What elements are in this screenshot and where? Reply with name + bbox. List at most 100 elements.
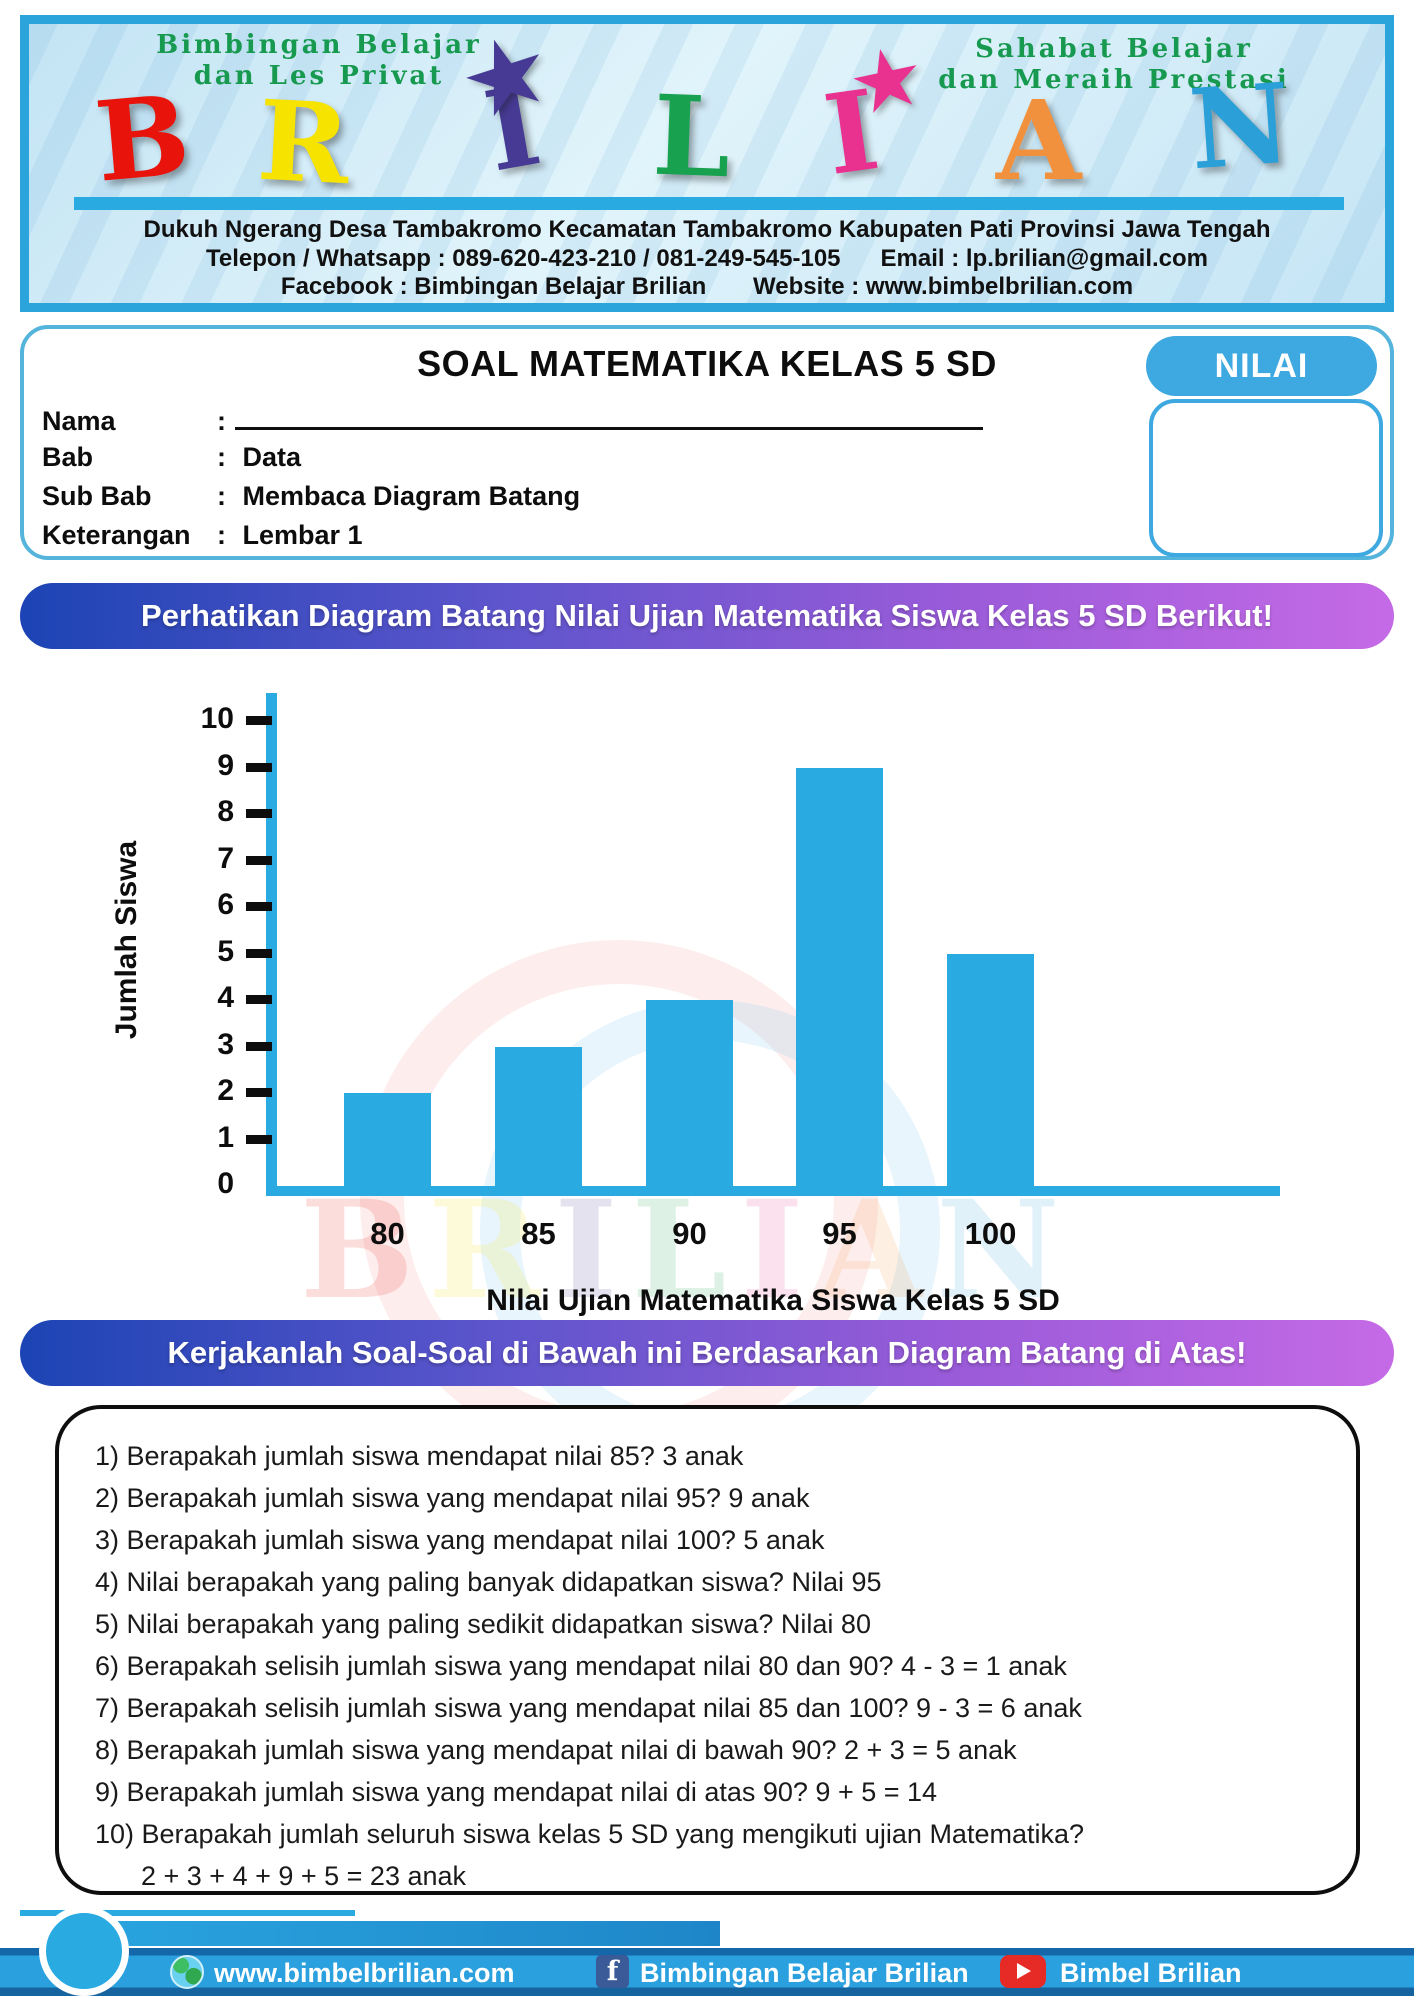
tagline-right: Sahabat Belajar dan Meraih Prestasi bbox=[919, 34, 1309, 96]
x-tick-label: 100 bbox=[964, 1216, 1017, 1251]
watermark-letter: I bbox=[554, 1170, 632, 1329]
info-field-row-sub-bab: Sub Bab: Membaca Diagram Batang bbox=[42, 481, 983, 514]
footer-youtube-text: Bimbel Brilian bbox=[1060, 1958, 1242, 1988]
address-line: Dukuh Ngerang Desa Tambakromo Kecamatan … bbox=[143, 216, 1271, 243]
watermark-letter: A bbox=[817, 1170, 937, 1329]
y-tick-label: 7 bbox=[217, 841, 234, 875]
footer-facebook-text: Bimbingan Belajar Brilian bbox=[640, 1958, 969, 1988]
field-colon: : bbox=[217, 481, 226, 511]
y-tick-label: 2 bbox=[217, 1074, 234, 1107]
logo-letter-l-3: L bbox=[650, 70, 733, 203]
footer-accent-line bbox=[20, 1910, 355, 1916]
y-tick-mark bbox=[246, 1134, 272, 1144]
question-line-10: 10) Berapakah jumlah seluruh siswa kelas… bbox=[95, 1819, 1085, 1849]
y-tick-mark bbox=[246, 1088, 272, 1097]
globe-icon bbox=[170, 1955, 204, 1989]
x-tick-label: 95 bbox=[822, 1216, 857, 1251]
watermark-letter: R bbox=[428, 1170, 555, 1329]
x-tick-label: 80 bbox=[370, 1216, 405, 1251]
logo-letter-a-5: A bbox=[996, 76, 1082, 205]
nilai-label: NILAI bbox=[1146, 336, 1377, 396]
facebook-icon bbox=[596, 1955, 629, 1988]
question-line-3: 3) Berapakah jumlah siswa yang mendapat … bbox=[95, 1525, 825, 1555]
question-line-5: 5) Nilai berapakah yang paling sedikit d… bbox=[95, 1609, 871, 1639]
nilai-score-box bbox=[1149, 399, 1383, 557]
logo-letter-b-0: B bbox=[90, 70, 195, 207]
chart-bar-90 bbox=[646, 1000, 733, 1186]
chart-bar-95 bbox=[796, 767, 883, 1186]
tagline-left: Bimbingan Belajar dan Les Privat bbox=[139, 30, 499, 92]
footer-circle bbox=[39, 1906, 129, 1996]
youtube-icon bbox=[1000, 1955, 1046, 1988]
field-colon: : bbox=[217, 442, 226, 472]
chart-bar-85 bbox=[495, 1046, 582, 1186]
x-axis-title: Nilai Ujian Matematika Siswa Kelas 5 SD bbox=[486, 1284, 1060, 1317]
question-line-6: 6) Berapakah selisih jumlah siswa yang m… bbox=[95, 1651, 1067, 1681]
y-tick-mark bbox=[246, 995, 272, 1004]
header: Bimbingan Belajar dan Les Privat Sahabat… bbox=[20, 6, 1394, 312]
question-line-1: 1) Berapakah jumlah siswa mendapat nilai… bbox=[95, 1441, 744, 1471]
field-value: Lembar 1 bbox=[235, 520, 363, 550]
info-field-row-bab: Bab: Data bbox=[42, 442, 983, 475]
info-fields: Nama: Bab: Data Sub Bab: Membaca Diagram B… bbox=[42, 403, 983, 559]
social-line: Facebook : Bimbingan Belajar Brilian Web… bbox=[280, 273, 1134, 300]
y-tick-mark bbox=[246, 948, 272, 958]
chart-instruction-banner: Perhatikan Diagram Batang Nilai Ujian Ma… bbox=[20, 583, 1394, 649]
field-label: Bab bbox=[42, 442, 94, 472]
y-tick-mark bbox=[246, 809, 272, 818]
y-axis-title: Jumlah Siswa bbox=[110, 840, 143, 1040]
field-label: Keterangan bbox=[42, 520, 191, 550]
y-tick-label: 8 bbox=[217, 795, 234, 828]
y-tick-mark bbox=[246, 1041, 272, 1051]
tagline-right-line1: Sahabat Belajar bbox=[975, 34, 1253, 64]
y-tick-label: 1 bbox=[217, 1120, 234, 1154]
y-tick-label: 4 bbox=[217, 981, 234, 1014]
field-label: Nama bbox=[42, 406, 116, 436]
questions-box: 1) Berapakah jumlah siswa mendapat nilai… bbox=[55, 1405, 1360, 1895]
tagline-right-line2: dan Meraih Prestasi bbox=[938, 65, 1290, 95]
question-line-4: 4) Nilai berapakah yang paling banyak di… bbox=[95, 1567, 882, 1597]
chart-bar-100 bbox=[947, 953, 1034, 1186]
field-colon: : bbox=[217, 406, 226, 436]
header-divider bbox=[74, 197, 1344, 210]
y-tick-label: 5 bbox=[217, 934, 234, 968]
footer-accent-bar bbox=[55, 1921, 720, 1946]
question-line-7: 7) Berapakah selisih jumlah siswa yang m… bbox=[95, 1693, 1082, 1723]
y-tick-label: 3 bbox=[217, 1027, 234, 1061]
y-tick-label: 6 bbox=[217, 888, 234, 921]
y-tick-label: 10 bbox=[200, 702, 234, 735]
info-field-row-keterangan: Keterangan: Lembar 1 bbox=[42, 520, 983, 553]
footer-website-text: www.bimbelbrilian.com bbox=[214, 1958, 515, 1988]
questions-instruction-banner: Kerjakanlah Soal-Soal di Bawah ini Berda… bbox=[20, 1320, 1394, 1386]
logo-letter-n-6: N bbox=[1185, 58, 1295, 195]
tagline-left-line2: dan Les Privat bbox=[193, 61, 445, 91]
watermark-letter: I bbox=[740, 1170, 818, 1329]
y-tick-mark bbox=[246, 855, 272, 865]
x-axis bbox=[266, 1186, 1280, 1196]
y-tick-label: 9 bbox=[217, 748, 234, 782]
chart-bar-80 bbox=[344, 1093, 431, 1186]
question-line-9: 9) Berapakah jumlah siswa yang mendapat … bbox=[95, 1777, 938, 1807]
play-icon bbox=[1017, 1963, 1031, 1979]
contact-line: Telepon / Whatsapp : 089-620-423-210 / 0… bbox=[206, 245, 1208, 272]
watermark-letter: N bbox=[936, 1170, 1074, 1329]
x-tick-label: 90 bbox=[672, 1216, 707, 1251]
name-fill-line bbox=[235, 403, 983, 430]
field-value: Data bbox=[235, 442, 302, 472]
watermark-logo: BRILIAN bbox=[300, 1170, 1074, 1329]
logo-letter-r-1: R bbox=[254, 75, 353, 210]
watermark-letter: B bbox=[300, 1170, 429, 1329]
x-tick-label: 85 bbox=[521, 1216, 556, 1251]
watermark-letter: L bbox=[631, 1170, 741, 1329]
worksheet-info-card: SOAL MATEMATIKA KELAS 5 SD Nama: Bab: Dat… bbox=[20, 325, 1394, 560]
purple-star-icon: ★ bbox=[444, 6, 567, 146]
tagline-left-line1: Bimbingan Belajar bbox=[156, 30, 482, 60]
question-line-8: 8) Berapakah jumlah siswa yang mendapat … bbox=[95, 1735, 1017, 1765]
y-tick-label: 0 bbox=[217, 1167, 234, 1200]
question-line-2: 2) Berapakah jumlah siswa yang mendapat … bbox=[95, 1483, 810, 1513]
info-field-row-nama: Nama: bbox=[42, 403, 983, 436]
footer-bar bbox=[0, 1948, 1414, 1996]
y-axis bbox=[266, 693, 277, 1196]
y-tick-mark bbox=[246, 716, 272, 725]
